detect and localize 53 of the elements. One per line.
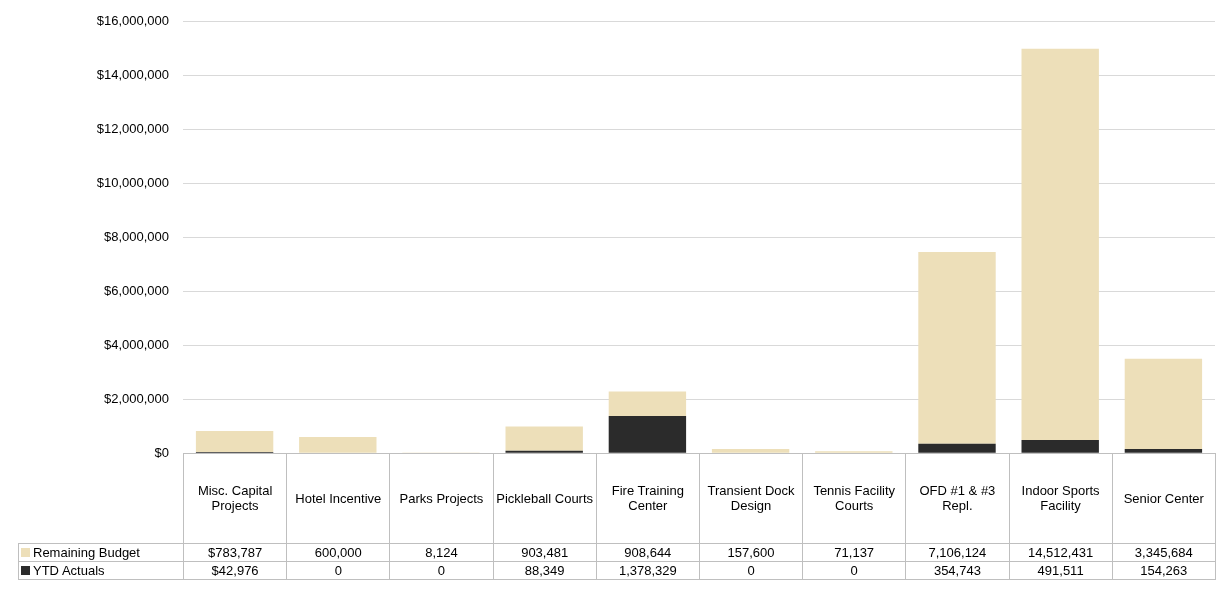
y-tick-label: $4,000,000 [103, 336, 169, 352]
data-label: $783,787 [183, 543, 287, 562]
x-tick-label: Pickleball Courts [493, 453, 597, 544]
legend-label: YTD Actuals [18, 561, 184, 580]
x-tick-label: Parks Projects [389, 453, 494, 544]
y-tick-label: $8,000,000 [103, 229, 169, 245]
data-label: 491,511 [1009, 561, 1113, 580]
data-label: 71,137 [802, 543, 906, 562]
data-label: 903,481 [493, 543, 597, 562]
data-label: 14,512,431 [1009, 543, 1113, 562]
bar [195, 430, 274, 453]
data-label: $42,976 [183, 561, 287, 580]
x-tick-label: Hotel Incentive [286, 453, 390, 544]
data-label: 8,124 [389, 543, 494, 562]
legend-label: Remaining Budget [18, 543, 184, 562]
y-tick-label: $6,000,000 [103, 283, 169, 298]
data-label: 0 [286, 561, 390, 580]
bar [299, 437, 377, 453]
data-label: 88,349 [493, 561, 597, 580]
y-tick-label: $14,000,000 [96, 67, 169, 83]
bar [711, 448, 790, 453]
x-tick-label: Senior Center [1112, 453, 1216, 544]
y-tick-label: $2,000,000 [103, 390, 169, 406]
data-label: 908,644 [596, 543, 700, 562]
x-tick-label: Tennis Facility Courts [802, 453, 906, 544]
data-label: 3,345,684 [1112, 543, 1216, 562]
data-label: 0 [389, 561, 494, 580]
bar [608, 416, 687, 453]
x-tick-label: OFD #1 & #3 Repl. [905, 453, 1009, 544]
data-label: 157,600 [699, 543, 803, 562]
x-tick-label: Transient Dock Design [699, 453, 803, 544]
data-label: 154,263 [1112, 561, 1216, 580]
x-tick-label: Misc. Capital Projects [183, 453, 287, 544]
data-label: 7,106,124 [905, 543, 1009, 562]
data-label: 354,743 [905, 561, 1009, 580]
x-tick-label: Fire Training Center [596, 453, 700, 544]
y-tick-label: $16,000,000 [96, 13, 169, 29]
bar [1124, 358, 1203, 450]
data-label: 600,000 [286, 543, 390, 562]
bar [1124, 449, 1203, 453]
y-tick-label: $12,000,000 [96, 121, 169, 137]
data-label: 0 [699, 561, 803, 580]
data-label: 0 [802, 561, 906, 580]
data-label: 1,378,329 [596, 561, 700, 580]
bar [608, 391, 687, 417]
bar [1021, 48, 1099, 440]
bar [1021, 439, 1099, 453]
bar [505, 426, 583, 451]
bar [918, 252, 996, 444]
bar [918, 443, 996, 453]
y-tick-label: $10,000,000 [96, 175, 169, 191]
y-tick-label: $0 [154, 444, 169, 460]
x-tick-label: Indoor Sports Facility [1009, 453, 1113, 544]
